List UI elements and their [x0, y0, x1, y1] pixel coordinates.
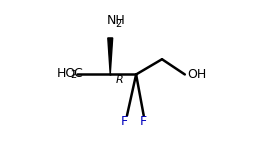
Text: 2: 2 [70, 70, 76, 80]
Text: HO: HO [57, 67, 76, 80]
Text: R: R [116, 75, 123, 85]
Text: F: F [139, 115, 146, 128]
Text: NH: NH [106, 14, 125, 27]
Text: F: F [121, 115, 128, 128]
Text: C: C [73, 67, 82, 80]
Text: 2: 2 [116, 19, 122, 29]
Polygon shape [108, 38, 113, 74]
Text: OH: OH [187, 68, 206, 81]
